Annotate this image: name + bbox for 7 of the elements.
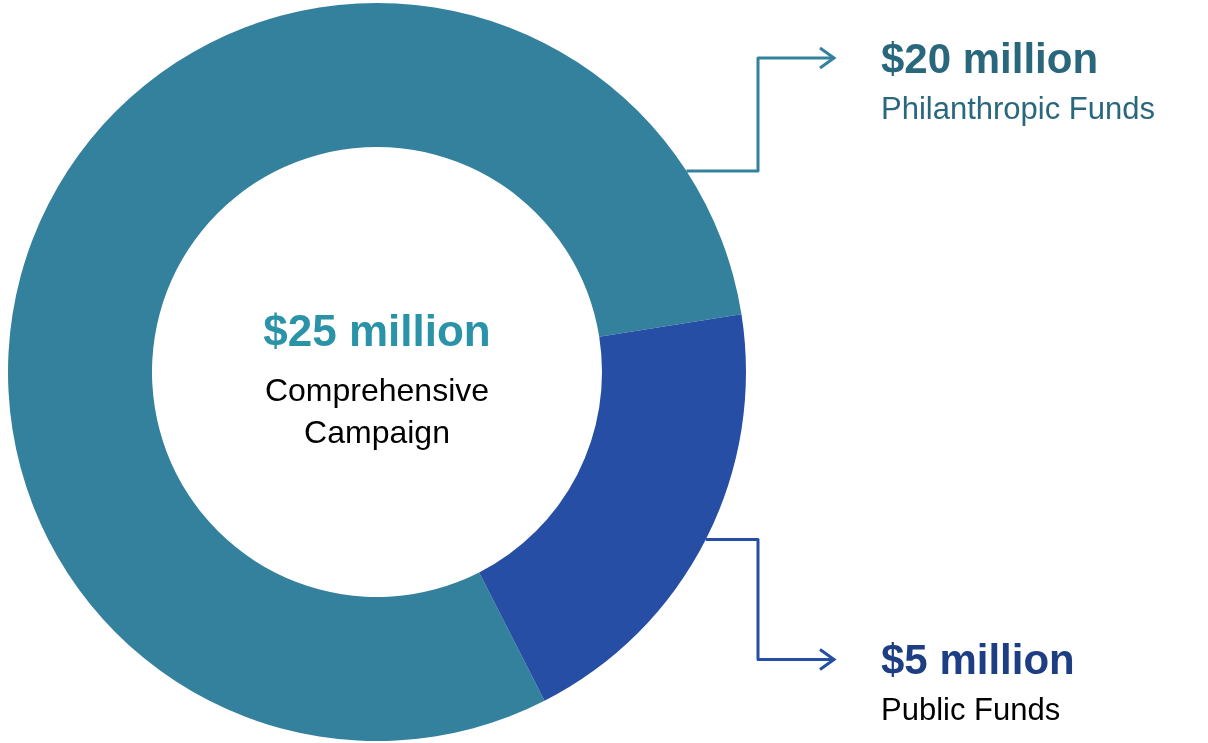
text: Comprehensive Campaign — [264, 372, 490, 450]
donut-slice — [8, 3, 742, 741]
slice-label: Philanthropic Funds — [881, 90, 1155, 126]
data-label: $20 million — [881, 34, 1099, 82]
slice-label: Public Funds — [881, 692, 1061, 728]
text: $25 million — [263, 305, 491, 355]
data-label: $5 million — [881, 636, 1075, 684]
